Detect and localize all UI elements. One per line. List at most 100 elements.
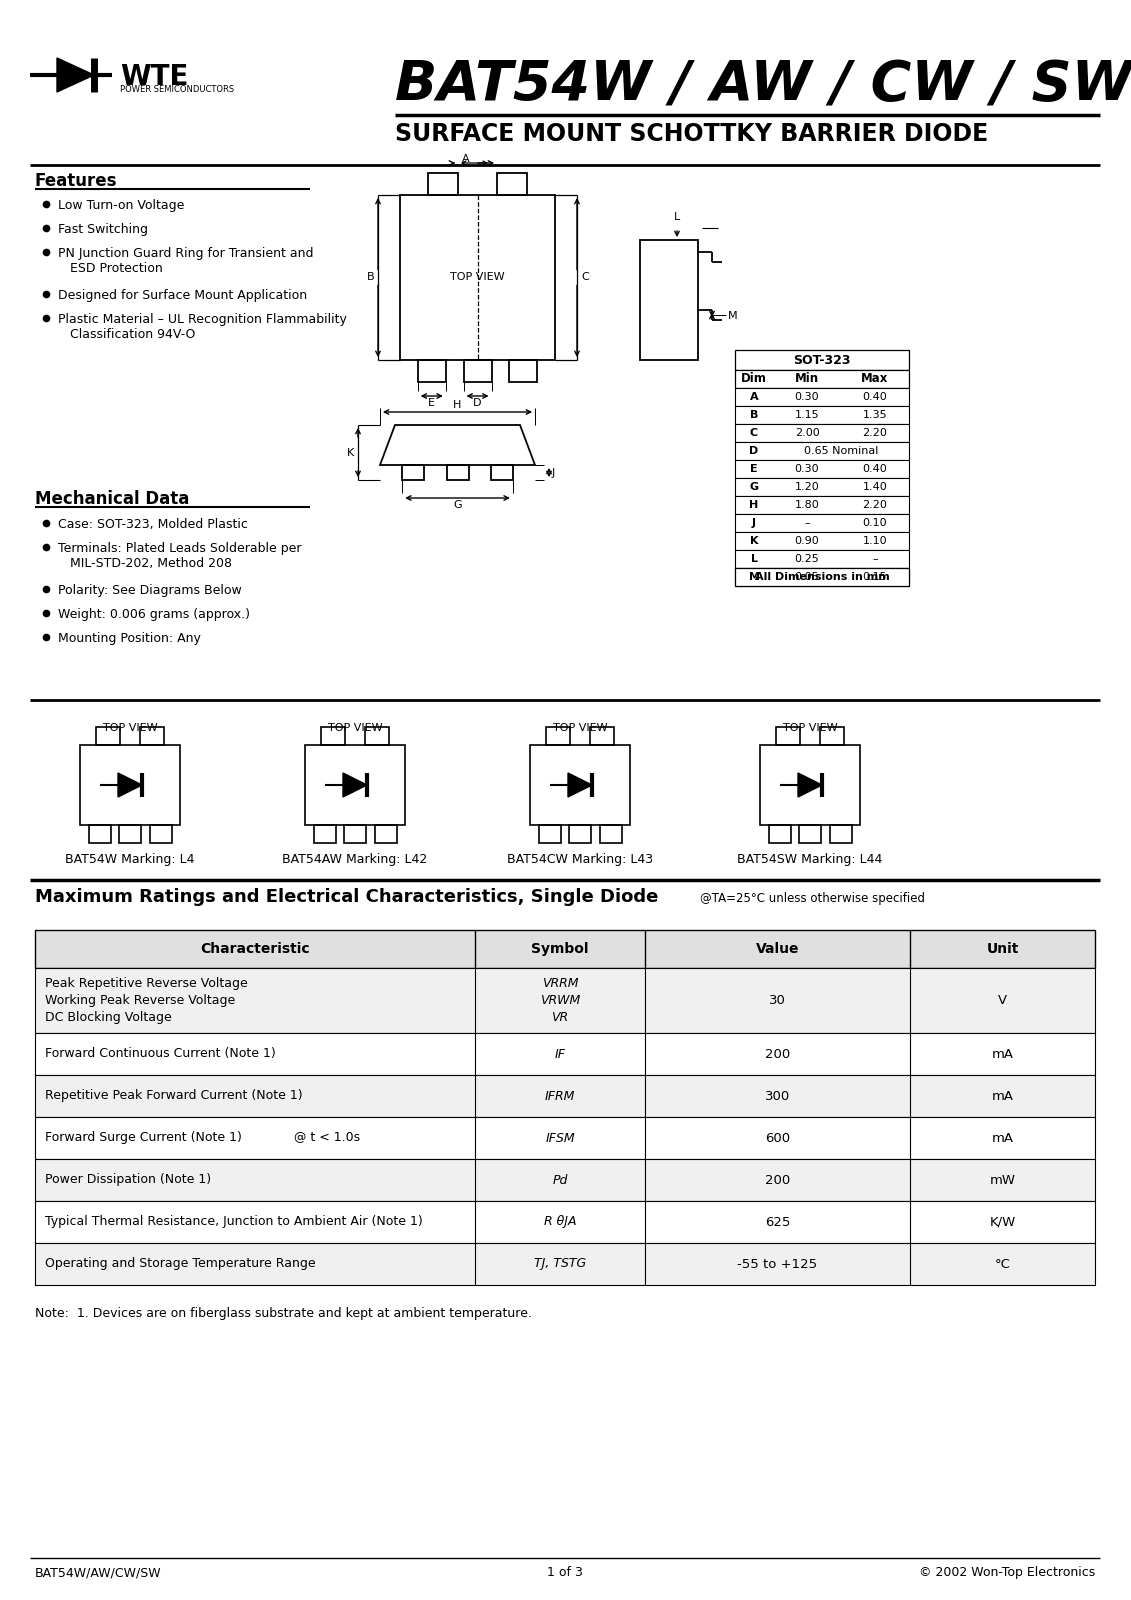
Text: 2.00: 2.00 (795, 427, 819, 438)
Text: E: E (429, 398, 435, 408)
Text: Typical Thermal Resistance, Junction to Ambient Air (Note 1): Typical Thermal Resistance, Junction to … (45, 1216, 423, 1229)
Text: BAT54W Marking: L4: BAT54W Marking: L4 (66, 853, 195, 866)
Text: Forward Surge Current (Note 1)             @ t < 1.0s: Forward Surge Current (Note 1) @ t < 1.0… (45, 1131, 360, 1144)
Text: Repetitive Peak Forward Current (Note 1): Repetitive Peak Forward Current (Note 1) (45, 1090, 303, 1102)
Bar (403, 466, 424, 480)
Text: °C: °C (994, 1258, 1010, 1270)
Text: All Dimensions in mm: All Dimensions in mm (754, 573, 889, 582)
Text: Mounting Position: Any: Mounting Position: Any (58, 632, 201, 645)
Text: Forward Continuous Current (Note 1): Forward Continuous Current (Note 1) (45, 1048, 276, 1061)
Text: 0.30: 0.30 (795, 392, 819, 402)
Bar (35, 1117, 1095, 1158)
Text: VRRM
VRWM
VR: VRRM VRWM VR (539, 978, 580, 1024)
Bar (400, 195, 555, 360)
Text: Plastic Material – UL Recognition Flammability
   Classification 94V-O: Plastic Material – UL Recognition Flamma… (58, 314, 347, 341)
Bar (829, 826, 852, 843)
Bar (313, 826, 336, 843)
Bar (735, 370, 909, 387)
Text: 1.15: 1.15 (795, 410, 819, 419)
Text: Dim: Dim (741, 373, 767, 386)
Text: Low Turn-on Voltage: Low Turn-on Voltage (58, 198, 184, 211)
Text: Fast Switching: Fast Switching (58, 222, 148, 235)
Bar (35, 1202, 1095, 1243)
Bar (305, 746, 405, 826)
Bar (464, 360, 492, 382)
Text: Value: Value (756, 942, 800, 955)
Text: Weight: 0.006 grams (approx.): Weight: 0.006 grams (approx.) (58, 608, 250, 621)
Text: Operating and Storage Temperature Range: Operating and Storage Temperature Range (45, 1258, 316, 1270)
Text: 0.30: 0.30 (795, 464, 819, 474)
Text: 1.80: 1.80 (795, 499, 819, 510)
Text: -55 to +125: -55 to +125 (737, 1258, 818, 1270)
Text: J: J (752, 518, 756, 528)
Text: C: C (581, 272, 589, 283)
Text: BAT54W/AW/CW/SW: BAT54W/AW/CW/SW (35, 1566, 162, 1579)
Text: 200: 200 (765, 1173, 791, 1187)
Bar (149, 826, 172, 843)
Text: 0.90: 0.90 (795, 536, 819, 546)
Bar (569, 826, 592, 843)
Bar (735, 496, 909, 514)
Bar (590, 726, 614, 746)
Bar (798, 826, 821, 843)
Text: 30: 30 (769, 994, 786, 1006)
Text: TOP VIEW: TOP VIEW (783, 723, 837, 733)
Text: BAT54CW Marking: L43: BAT54CW Marking: L43 (507, 853, 653, 866)
Bar (509, 360, 537, 382)
Bar (776, 726, 800, 746)
Polygon shape (343, 773, 366, 797)
Text: D: D (750, 446, 759, 456)
Bar (344, 826, 366, 843)
Text: 1.35: 1.35 (863, 410, 888, 419)
Text: Designed for Surface Mount Application: Designed for Surface Mount Application (58, 290, 308, 302)
Bar (88, 826, 111, 843)
Text: 1.20: 1.20 (795, 482, 819, 493)
Text: K: K (750, 536, 758, 546)
Text: K: K (347, 448, 354, 458)
Text: 0.10: 0.10 (863, 518, 888, 528)
Text: 2.20: 2.20 (863, 499, 888, 510)
Text: L: L (751, 554, 758, 565)
Text: BAT54AW Marking: L42: BAT54AW Marking: L42 (283, 853, 428, 866)
Polygon shape (118, 773, 143, 797)
Text: 625: 625 (765, 1216, 791, 1229)
Text: BAT54W / AW / CW / SW: BAT54W / AW / CW / SW (395, 58, 1131, 112)
Text: IFRM: IFRM (545, 1090, 576, 1102)
Bar (35, 1075, 1095, 1117)
Polygon shape (568, 773, 592, 797)
Bar (735, 424, 909, 442)
Text: @TA=25°C unless otherwise specified: @TA=25°C unless otherwise specified (700, 893, 925, 906)
Bar (80, 746, 180, 826)
Text: 2.20: 2.20 (863, 427, 888, 438)
Polygon shape (57, 58, 94, 91)
Text: R θJA: R θJA (544, 1216, 577, 1229)
Text: TJ, TSTG: TJ, TSTG (534, 1258, 586, 1270)
Text: 1.10: 1.10 (863, 536, 888, 546)
Bar (321, 726, 345, 746)
Bar (735, 568, 909, 586)
Text: V: V (998, 994, 1007, 1006)
Bar (735, 442, 909, 461)
Bar (374, 826, 397, 843)
Text: WTE: WTE (120, 62, 189, 91)
Text: Polarity: See Diagrams Below: Polarity: See Diagrams Below (58, 584, 242, 597)
Text: TOP VIEW: TOP VIEW (328, 723, 382, 733)
Text: Unit: Unit (986, 942, 1019, 955)
Text: 0.40: 0.40 (863, 464, 888, 474)
Text: © 2002 Won-Top Electronics: © 2002 Won-Top Electronics (918, 1566, 1095, 1579)
Text: Pd: Pd (552, 1173, 568, 1187)
Text: A: A (750, 392, 758, 402)
Bar (35, 1158, 1095, 1202)
Bar (735, 350, 909, 370)
Text: 600: 600 (765, 1131, 791, 1144)
Text: IF: IF (554, 1048, 566, 1061)
Bar (365, 726, 389, 746)
Text: Note:  1. Devices are on fiberglass substrate and kept at ambient temperature.: Note: 1. Devices are on fiberglass subst… (35, 1307, 532, 1320)
Bar (735, 387, 909, 406)
Text: TOP VIEW: TOP VIEW (553, 723, 607, 733)
Bar (640, 240, 698, 360)
Text: K/W: K/W (990, 1216, 1016, 1229)
Text: POWER SEMICONDUCTORS: POWER SEMICONDUCTORS (120, 85, 234, 94)
Text: Maximum Ratings and Electrical Characteristics, Single Diode: Maximum Ratings and Electrical Character… (35, 888, 658, 906)
Text: 200: 200 (765, 1048, 791, 1061)
